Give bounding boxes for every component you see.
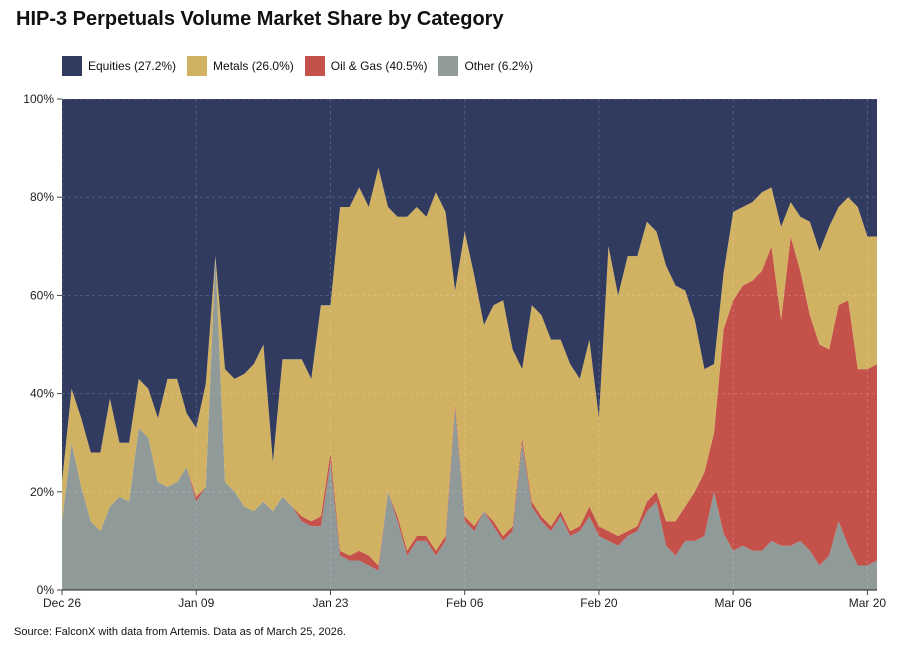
y-tick-label: 20%	[30, 485, 54, 499]
x-tick-label: Dec 26	[43, 596, 81, 610]
legend-label-metals: Metals (26.0%)	[213, 59, 294, 73]
legend-item-oil-gas[interactable]: Oil & Gas (40.5%)	[304, 56, 428, 76]
legend-label-oil-gas: Oil & Gas (40.5%)	[330, 59, 428, 73]
x-tick-label: Jan 23	[312, 596, 348, 610]
legend-label-other: Other (6.2%)	[464, 59, 534, 73]
x-tick-label: Feb 20	[580, 596, 618, 610]
legend-swatch-equities	[62, 56, 82, 76]
chart-legend: Equities (27.2%) Metals (26.0%) Oil & Ga…	[62, 56, 544, 76]
y-tick-label: 80%	[30, 190, 54, 204]
area-metals	[62, 167, 877, 566]
x-tick-label: Jan 09	[178, 596, 214, 610]
axes: 0% 20% 40% 60% 80% 100% Dec 26 Jan 09 Jan 23 Feb …	[23, 92, 886, 610]
y-tick-label: 100%	[23, 92, 54, 106]
legend-swatch-other	[438, 56, 459, 76]
legend-label-equities: Equities (27.2%)	[88, 59, 177, 73]
area-oil-gas	[62, 236, 877, 571]
x-tick-label: Mar 20	[849, 596, 887, 610]
chart-title: HIP-3 Perpetuals Volume Market Share by …	[16, 8, 504, 30]
x-tick-label: Mar 06	[714, 596, 752, 610]
area-other	[62, 256, 877, 590]
plot-areas	[62, 99, 877, 590]
legend-swatch-metals	[187, 56, 208, 76]
legend-swatch-oil-gas	[304, 56, 325, 76]
area-equities	[62, 99, 877, 482]
y-tick-label: 60%	[30, 288, 54, 302]
legend-item-metals[interactable]: Metals (26.0%)	[187, 56, 294, 76]
y-tick-label: 0%	[37, 583, 55, 597]
x-tick-label: Feb 06	[446, 596, 484, 610]
legend-item-equities[interactable]: Equities (27.2%)	[62, 56, 176, 76]
legend-item-other[interactable]: Other (6.2%)	[438, 56, 533, 76]
source-note: Source: FalconX with data from Artemis. …	[14, 626, 346, 638]
y-tick-label: 40%	[30, 387, 54, 401]
